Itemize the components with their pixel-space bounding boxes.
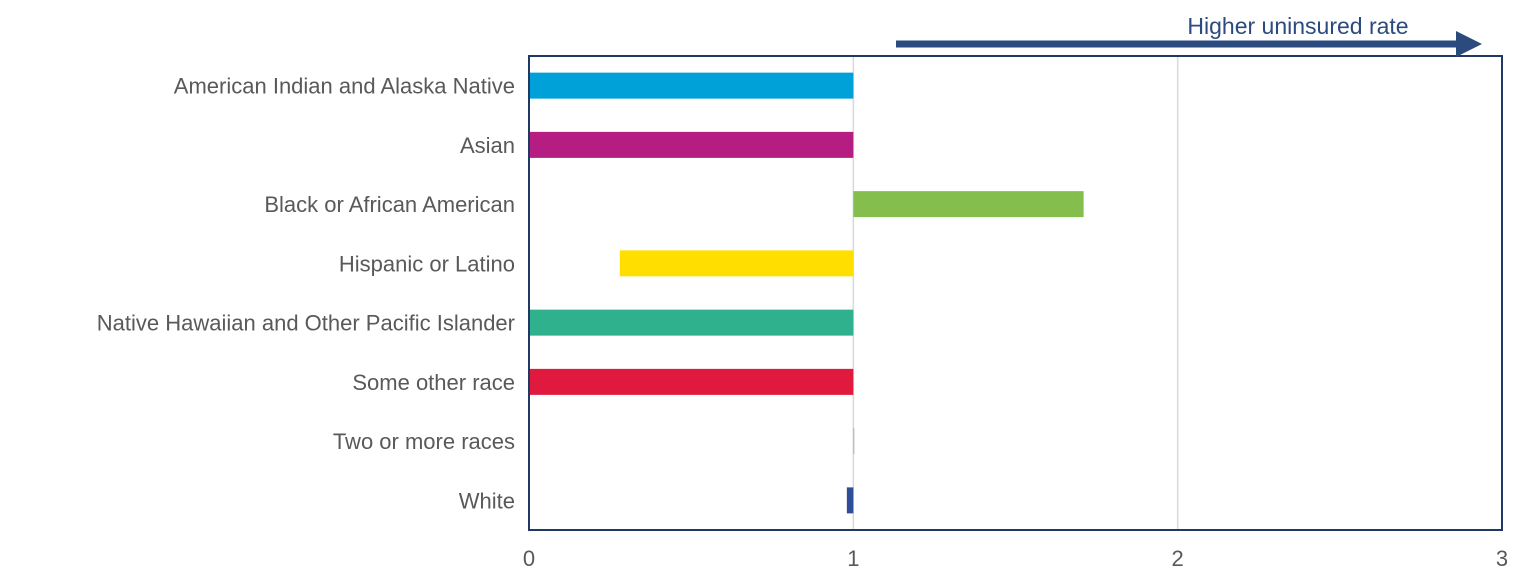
- gridlines: [852, 56, 1179, 530]
- x-tick-label: 0: [523, 546, 535, 569]
- bar-native-hawaiian-and-other-pacific-islander: [529, 309, 854, 336]
- arrow-right-icon: [896, 31, 1482, 57]
- direction-annotation: Higher uninsured rate: [896, 13, 1482, 57]
- x-axis-tick-labels: 0 1 2 3: [523, 546, 1508, 569]
- bar-black-or-african-american: [853, 191, 1084, 218]
- annotation-label: Higher uninsured rate: [1187, 13, 1408, 39]
- category-labels: American Indian and Alaska Native Asian Bl…: [97, 74, 515, 514]
- category-label: Asian: [460, 133, 515, 158]
- bars: [529, 72, 1084, 514]
- category-label: Native Hawaiian and Other Pacific Island…: [97, 311, 515, 336]
- bar-american-indian-and-alaska-native: [529, 72, 854, 99]
- bar-white: [846, 487, 854, 514]
- category-label: Hispanic or Latino: [339, 251, 515, 276]
- bar-asian: [529, 131, 854, 158]
- bar-hispanic-or-latino: [619, 250, 854, 277]
- category-label: Black or African American: [264, 192, 515, 217]
- category-label: White: [459, 488, 515, 513]
- category-label: Two or more races: [333, 429, 515, 454]
- category-label: Some other race: [352, 370, 515, 395]
- x-tick-label: 1: [847, 546, 859, 569]
- bar-two-or-more-races: [853, 428, 855, 455]
- x-tick-label: 2: [1172, 546, 1184, 569]
- x-tick-label: 3: [1496, 546, 1508, 569]
- category-label: American Indian and Alaska Native: [174, 74, 515, 99]
- bar-some-other-race: [529, 368, 854, 395]
- plot-frame: [528, 55, 1503, 531]
